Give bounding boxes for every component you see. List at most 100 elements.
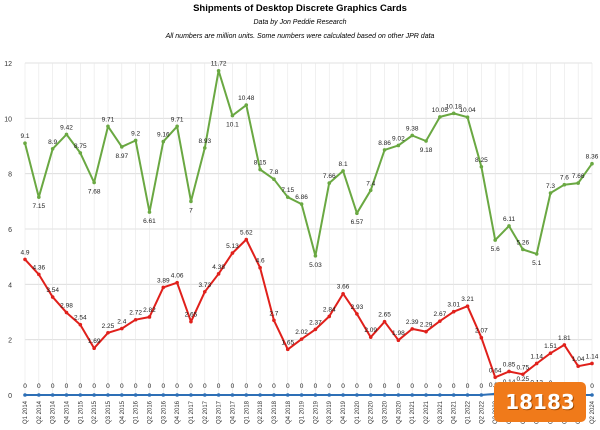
data-point — [244, 237, 249, 242]
data-label: 7.68 — [88, 189, 101, 196]
data-label: 4.9 — [20, 249, 29, 256]
data-point — [147, 210, 152, 214]
data-point — [161, 139, 166, 144]
data-point — [23, 257, 27, 262]
data-label: 0 — [37, 383, 41, 390]
data-label: 1.65 — [281, 339, 294, 346]
data-point — [410, 393, 415, 397]
data-label: 2.84 — [323, 306, 336, 313]
data-point — [590, 161, 594, 166]
x-tick-label: Q3 2017 — [217, 400, 223, 424]
data-point — [465, 393, 470, 397]
data-label: 4.06 — [171, 273, 184, 280]
data-point — [23, 141, 27, 146]
data-point — [479, 335, 484, 340]
data-point — [534, 252, 539, 256]
data-point — [368, 188, 373, 193]
data-label: 4.6 — [256, 258, 265, 265]
data-point — [451, 393, 456, 397]
data-label: 0.75 — [517, 364, 530, 371]
data-label: 0 — [438, 383, 442, 390]
data-point — [355, 393, 359, 397]
data-label: 3.89 — [157, 277, 170, 284]
x-tick-label: Q4 2020 — [396, 400, 402, 424]
data-point — [341, 291, 345, 296]
data-point — [120, 393, 124, 397]
data-point — [216, 272, 221, 276]
data-label: 10.1 — [226, 122, 239, 129]
data-point — [161, 393, 166, 397]
data-point — [78, 151, 83, 155]
data-point — [37, 393, 41, 397]
data-label: 7.66 — [572, 173, 585, 180]
data-label: 8.1 — [339, 161, 348, 168]
data-point — [64, 310, 69, 315]
data-point — [120, 145, 124, 149]
data-label: 0 — [23, 383, 27, 390]
data-label: 1.04 — [572, 356, 585, 363]
data-point — [202, 290, 207, 294]
y-tick-label: 2 — [8, 338, 12, 345]
data-label: 7.15 — [281, 187, 294, 194]
data-point — [133, 317, 138, 322]
data-label: 0 — [161, 383, 165, 390]
y-tick-label: 10 — [4, 116, 12, 123]
data-point — [493, 375, 497, 380]
data-label: 8.9 — [48, 139, 57, 146]
data-label: 1.51 — [544, 343, 557, 350]
data-point — [465, 115, 470, 120]
data-point — [23, 393, 27, 397]
data-label: 6.11 — [503, 216, 516, 223]
x-tick-label: Q3 2018 — [272, 400, 278, 424]
data-point — [216, 68, 221, 73]
data-point — [244, 103, 249, 107]
data-label: 0 — [51, 383, 55, 390]
data-label: 3.01 — [447, 302, 460, 309]
x-tick-label: Q2 2022 — [479, 400, 485, 424]
data-point — [355, 312, 359, 316]
data-label: 0 — [134, 383, 138, 390]
data-label: 7 — [189, 207, 193, 214]
data-label: 2.72 — [129, 310, 142, 317]
data-label: 2.4 — [117, 319, 126, 326]
data-label: 10.48 — [238, 95, 255, 102]
data-label: 7.66 — [323, 173, 336, 180]
data-label: 0 — [244, 383, 248, 390]
data-point — [341, 393, 345, 397]
data-label: 2.54 — [74, 315, 87, 322]
x-tick-label: Q2 2017 — [203, 400, 209, 424]
series-line — [24, 69, 593, 257]
data-point — [507, 369, 511, 374]
x-tick-label: Q2 2020 — [369, 400, 375, 424]
data-label: 0 — [189, 383, 193, 390]
data-point — [382, 319, 387, 324]
data-point — [424, 393, 428, 397]
data-label: 2.02 — [295, 329, 308, 336]
data-label: 5.1 — [532, 260, 541, 267]
data-point — [465, 304, 470, 308]
data-point — [258, 265, 262, 270]
data-label: 9.2 — [131, 130, 140, 137]
data-point — [562, 182, 567, 187]
data-label: 6.57 — [351, 219, 364, 226]
data-point — [92, 180, 96, 185]
data-label: 2.65 — [378, 312, 391, 319]
x-tick-label: Q1 2022 — [466, 400, 472, 424]
data-label: 3.54 — [46, 287, 59, 294]
x-tick-label: Q1 2019 — [300, 400, 306, 424]
data-label: 8.86 — [378, 140, 391, 147]
data-label: 0 — [410, 383, 414, 390]
series-line — [24, 238, 593, 379]
x-tick-label: Q2 2018 — [258, 400, 264, 424]
data-label: 0 — [148, 383, 152, 390]
data-label: 8.25 — [475, 157, 488, 164]
data-point — [382, 148, 387, 152]
x-tick-label: Q4 2018 — [286, 400, 292, 424]
data-label: 1.81 — [558, 335, 571, 342]
data-point — [147, 315, 152, 319]
x-tick-label: Q4 2015 — [120, 400, 126, 424]
data-label: 0 — [369, 383, 373, 390]
data-point — [438, 393, 442, 397]
data-label: 9.71 — [102, 116, 115, 123]
data-point — [272, 177, 276, 181]
